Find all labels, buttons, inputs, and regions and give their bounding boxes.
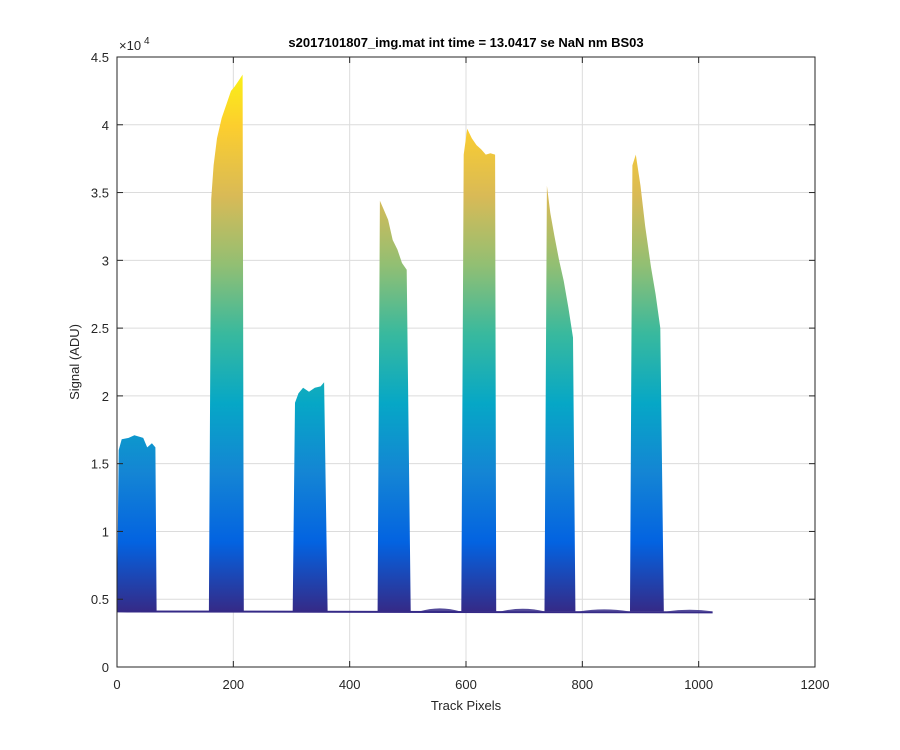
signal-band-6 xyxy=(544,185,576,612)
y-tick-label: 4.5 xyxy=(91,50,109,65)
signal-band-5 xyxy=(461,128,497,612)
signal-band-1 xyxy=(117,435,157,612)
y-exponent-label: ×10 xyxy=(119,38,141,53)
baseline-line xyxy=(116,610,713,614)
y-tick-label: 2.5 xyxy=(91,321,109,336)
x-tick-label: 600 xyxy=(455,677,477,692)
y-tick-label: 1 xyxy=(102,524,109,539)
y-exponent-power: 4 xyxy=(144,36,150,47)
x-tick-label: 1200 xyxy=(801,677,830,692)
y-tick-label: 4 xyxy=(102,118,109,133)
signal-band-2 xyxy=(208,74,244,612)
x-tick-label: 1000 xyxy=(684,677,713,692)
signal-band-4 xyxy=(377,200,411,612)
y-tick-label: 0 xyxy=(102,660,109,675)
baseline-bump-2 xyxy=(500,608,545,612)
x-tick-label: 0 xyxy=(113,677,120,692)
plot-layer: 0 200 400 600 800 1000 1200 0 0.5 1 1.5 2 2.5 3 3.5 4 4.… xyxy=(67,35,829,713)
ticks xyxy=(116,56,816,668)
y-tick-label: 1.5 xyxy=(91,457,109,472)
x-tick-label: 200 xyxy=(222,677,244,692)
x-axis-label: Track Pixels xyxy=(431,698,502,713)
y-tick-label: 3.5 xyxy=(91,186,109,201)
baseline-bump-3 xyxy=(579,609,629,612)
signal-band-7 xyxy=(630,154,664,612)
baseline-bump-4 xyxy=(666,609,713,612)
y-tick-label: 0.5 xyxy=(91,592,109,607)
y-tick-label: 3 xyxy=(102,253,109,268)
x-tick-label: 400 xyxy=(339,677,361,692)
x-tick-label: 800 xyxy=(571,677,593,692)
signal-band-3 xyxy=(292,382,328,612)
chart-title: s2017101807_img.mat int time = 13.0417 s… xyxy=(288,35,643,50)
y-tick-label: 2 xyxy=(102,389,109,404)
y-axis-label: Signal (ADU) xyxy=(67,324,82,400)
baseline-bump-1 xyxy=(419,608,461,612)
